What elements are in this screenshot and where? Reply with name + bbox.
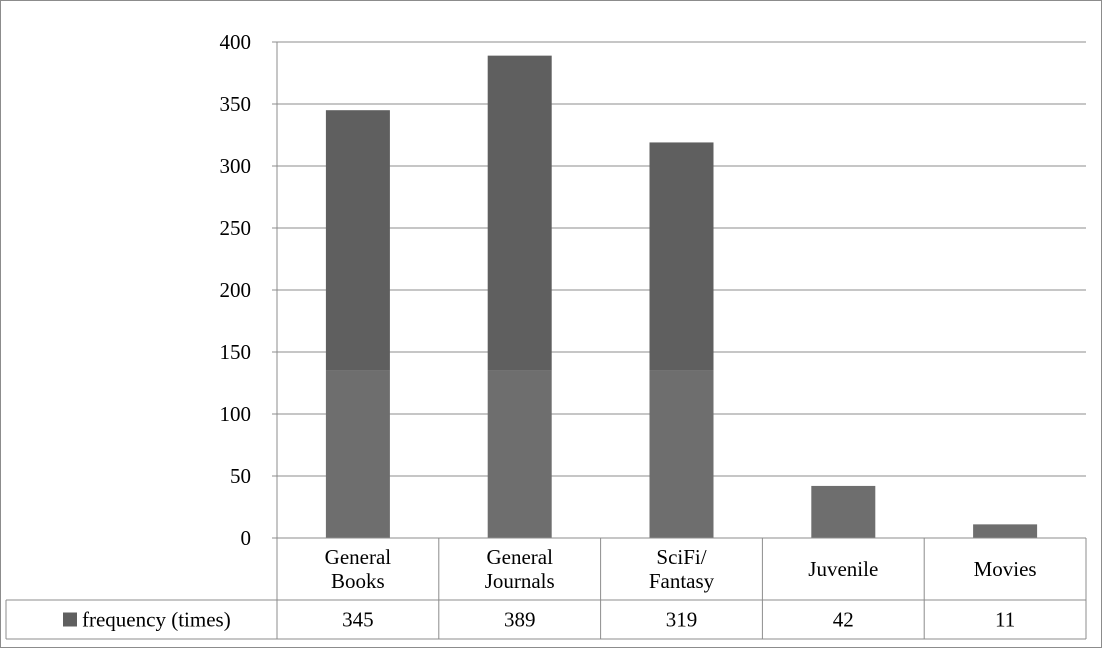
x-tick-label: General Journals (485, 545, 555, 593)
bar-lower-segment (325, 370, 390, 538)
bar (487, 55, 552, 371)
y-axis-tick-labels: 0 50 100 150 200 250 300 350 400 (220, 30, 252, 550)
y-tick-label: 100 (220, 402, 252, 426)
y-tick-label: 250 (220, 216, 252, 240)
data-table-value: 389 (504, 608, 536, 632)
x-tick-label: General Books (325, 545, 392, 593)
y-tick-label: 400 (220, 30, 252, 54)
y-tick-label: 150 (220, 340, 252, 364)
bar (811, 485, 876, 538)
x-tick-label: Juvenile (808, 557, 878, 581)
legend-swatch (63, 612, 77, 627)
bars (325, 55, 1038, 538)
y-tick-label: 300 (220, 154, 252, 178)
data-table-value: 11 (995, 608, 1015, 632)
data-table-value: 42 (833, 608, 854, 632)
data-table-value: 319 (666, 608, 698, 632)
data-table: General Books General Journals SciFi/Fantasy… (5, 537, 1087, 640)
y-tick-label: 200 (220, 278, 252, 302)
bar-lower-segment (649, 370, 714, 538)
x-tick-label: Movies (974, 557, 1037, 581)
bar-lower-segment (487, 370, 552, 538)
y-tick-label: 50 (230, 464, 251, 488)
bar (973, 524, 1038, 538)
x-tick-label: SciFi/Fantasy (649, 545, 715, 593)
bar (325, 110, 390, 371)
data-table-value: 345 (342, 608, 374, 632)
y-tick-label: 350 (220, 92, 252, 116)
legend-label: frequency (times) (82, 608, 231, 632)
y-tick-label: 0 (241, 526, 252, 550)
bar (649, 142, 714, 371)
